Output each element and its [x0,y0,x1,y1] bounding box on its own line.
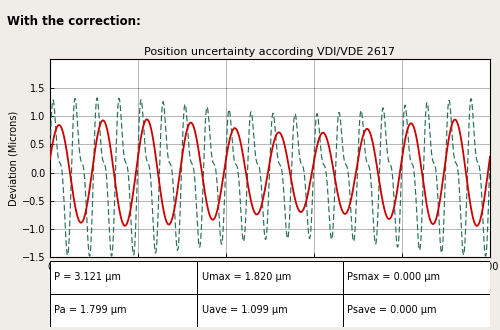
Text: Umax = 1.820 μm: Umax = 1.820 μm [202,272,291,282]
Polygon shape [198,261,342,294]
Polygon shape [342,261,490,294]
Polygon shape [50,294,198,327]
Polygon shape [198,294,342,327]
Text: Uave = 1.099 μm: Uave = 1.099 μm [202,305,288,315]
Y-axis label: Deviation (Microns): Deviation (Microns) [9,111,19,206]
Title: Position uncertainty according VDI/VDE 2617: Position uncertainty according VDI/VDE 2… [144,47,396,57]
Polygon shape [50,261,198,294]
Text: Psmax = 0.000 μm: Psmax = 0.000 μm [347,272,440,282]
Polygon shape [342,294,490,327]
Text: Psave = 0.000 μm: Psave = 0.000 μm [347,305,436,315]
Text: Pa = 1.799 μm: Pa = 1.799 μm [54,305,127,315]
Text: With the correction:: With the correction: [8,15,141,28]
X-axis label: Target position (Millimeter): Target position (Millimeter) [189,274,351,284]
Text: P = 3.121 μm: P = 3.121 μm [54,272,122,282]
